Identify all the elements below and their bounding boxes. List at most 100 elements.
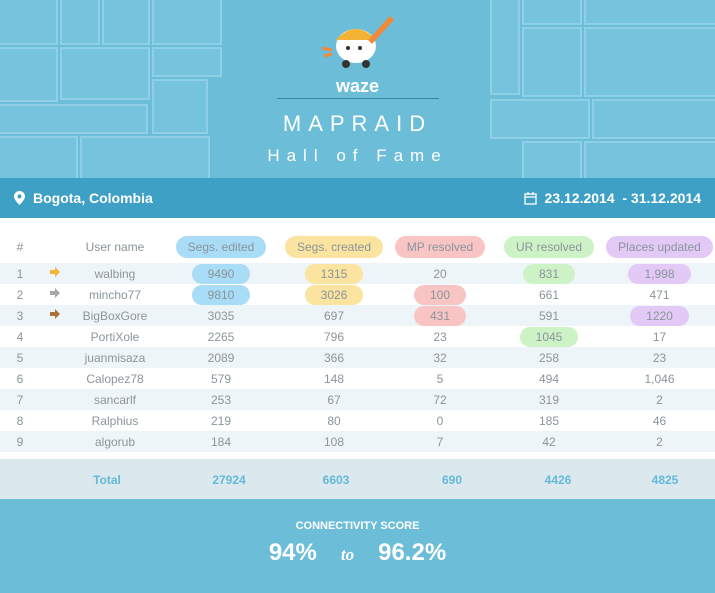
user-name: algorub — [94, 434, 136, 449]
cell-places-updated: 1,998 — [628, 263, 691, 284]
score-from: 94% — [268, 539, 317, 566]
cell-segs-edited: 184 — [210, 434, 232, 449]
cell-ur-resolved: 661 — [538, 287, 560, 302]
cell-segs-created: 148 — [323, 371, 345, 386]
cell-ur-resolved: 42 — [542, 434, 556, 449]
cell-places-updated: 2 — [656, 392, 663, 407]
rank: 2 — [16, 287, 24, 302]
user-name: juanmisaza — [84, 350, 146, 365]
total-mp-resolved: 690 — [441, 473, 463, 487]
cell-mp-resolved: 431 — [413, 305, 467, 326]
cell-segs-edited: 219 — [210, 413, 232, 428]
map-pin-icon — [14, 191, 25, 205]
cell-mp-resolved: 32 — [433, 350, 447, 365]
cell-places-updated: 2 — [656, 434, 663, 449]
col-rank: # — [16, 239, 24, 254]
cell-places-updated: 23 — [652, 350, 667, 365]
page-subtitle: Hall of Fame — [267, 146, 448, 165]
cell-mp-resolved: 20 — [433, 266, 447, 281]
user-name: Calopez78 — [86, 371, 144, 386]
total-row: Total 27924 6603 690 4426 4825 — [0, 459, 715, 499]
cell-ur-resolved: 831 — [522, 263, 576, 284]
table-row: 2 mincho77 9810 3026 100 661 471 — [0, 284, 715, 305]
cell-places-updated: 46 — [652, 413, 667, 428]
cell-segs-created: 67 — [327, 392, 341, 407]
cell-ur-resolved: 185 — [538, 413, 560, 428]
cell-mp-resolved: 0 — [436, 413, 444, 428]
user-name: Ralphius — [91, 413, 139, 428]
rank: 4 — [16, 329, 24, 344]
cell-segs-edited: 3035 — [207, 308, 235, 323]
score-to-word: to — [340, 545, 355, 564]
total-segs-created: 6603 — [322, 473, 350, 487]
col-user: User name — [85, 239, 145, 254]
cell-places-updated: 17 — [652, 329, 667, 344]
rank: 3 — [16, 308, 24, 323]
cell-mp-resolved: 72 — [433, 392, 447, 407]
waze-mascot-icon — [321, 16, 394, 68]
rank: 6 — [16, 371, 24, 386]
cell-ur-resolved: 1045 — [519, 326, 579, 347]
cell-segs-created: 697 — [323, 308, 345, 323]
user-name: BigBoxGore — [82, 308, 148, 323]
col-segs-edited: Segs. edited — [175, 235, 267, 258]
cell-places-updated: 1,046 — [644, 371, 675, 386]
hero-banner: waze MAPRAID Hall of Fame — [0, 0, 715, 178]
cell-ur-resolved: 319 — [538, 392, 560, 407]
col-ur-resolved: UR resolved — [503, 235, 595, 258]
rank: 9 — [16, 434, 24, 449]
table-header-row: # User name Segs. edited Segs. created M… — [0, 230, 715, 263]
user-name: PortiXole — [90, 329, 140, 344]
cell-mp-resolved: 7 — [436, 434, 444, 449]
rank: 5 — [16, 350, 24, 365]
user-name: mincho77 — [88, 287, 142, 302]
connectivity-label: CONNECTIVITY SCORE — [295, 520, 420, 532]
rank: 8 — [16, 413, 24, 428]
table-row: 6 Calopez78 579 148 5 494 1,046 — [0, 368, 715, 389]
cell-mp-resolved: 23 — [433, 329, 447, 344]
col-places-updated: Places updated — [606, 235, 713, 258]
cell-segs-created: 1315 — [304, 263, 364, 284]
bronze-medal-icon — [50, 309, 60, 319]
total-label: Total — [93, 473, 121, 487]
leaderboard-table: # User name Segs. edited Segs. created M… — [0, 230, 715, 452]
cell-segs-edited: 9810 — [191, 284, 251, 305]
table-row: 8 Ralphius 219 80 0 185 46 — [0, 410, 715, 431]
table-row: 1 walbing 9490 1315 20 831 1,998 — [0, 263, 715, 284]
cell-segs-created: 108 — [323, 434, 345, 449]
cell-ur-resolved: 591 — [538, 308, 560, 323]
info-bar: Bogota, Colombia 23.12.2014 - 31.12.2014 — [0, 178, 715, 218]
cell-places-updated: 1220 — [630, 305, 689, 326]
total-ur-resolved: 4426 — [544, 473, 572, 487]
cell-places-updated: 471 — [649, 287, 670, 302]
rank: 7 — [16, 392, 24, 407]
table-row: 3 BigBoxGore 3035 697 431 591 1220 — [0, 305, 715, 326]
gold-medal-icon — [50, 267, 60, 277]
cell-ur-resolved: 258 — [538, 350, 560, 365]
table-row: 5 juanmisaza 2089 366 32 258 23 — [0, 347, 715, 368]
date-range: 23.12.2014 - 31.12.2014 — [544, 190, 701, 206]
cell-segs-edited: 579 — [210, 371, 232, 386]
rank: 1 — [16, 266, 24, 281]
brand-name: waze — [335, 76, 380, 96]
cell-mp-resolved: 5 — [436, 371, 444, 386]
table-row: 4 PortiXole 2265 796 23 1045 17 — [0, 326, 715, 347]
connectivity-score: 94% to 96.2% — [0, 539, 715, 567]
table-row: 9 algorub 184 108 7 42 2 — [0, 431, 715, 452]
cell-segs-edited: 9490 — [191, 263, 251, 284]
cell-segs-created: 366 — [323, 350, 345, 365]
cell-segs-created: 3026 — [304, 284, 364, 305]
divider — [277, 98, 439, 99]
total-places-updated: 4825 — [651, 473, 679, 487]
col-mp-resolved: MP resolved — [394, 235, 486, 258]
col-segs-created: Segs. created — [284, 235, 384, 258]
table-row: 7 sancarlf 253 67 72 319 2 — [0, 389, 715, 410]
cell-ur-resolved: 494 — [538, 371, 560, 386]
score-to: 96.2% — [378, 539, 447, 566]
calendar-icon — [523, 191, 537, 205]
user-name: sancarlf — [93, 392, 137, 407]
cell-segs-created: 80 — [327, 413, 341, 428]
location-label: Bogota, Colombia — [33, 190, 153, 206]
connectivity-footer: CONNECTIVITY SCORE 94% to 96.2% — [0, 499, 715, 593]
cell-segs-edited: 253 — [210, 392, 232, 407]
